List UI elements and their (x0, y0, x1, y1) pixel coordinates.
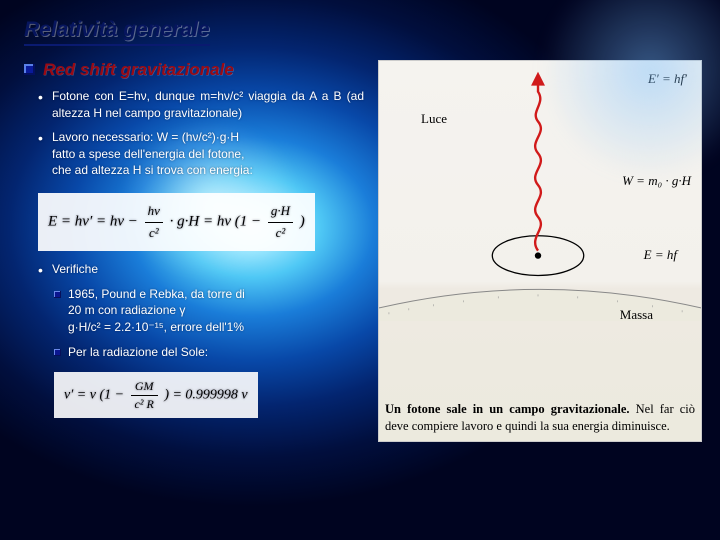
eq2-frac: GM c² R (131, 378, 158, 412)
figure-svg (379, 61, 701, 321)
equation-energy: E = hν′ = hν − hν c² · g·H = hν (1 − g·H… (38, 193, 315, 252)
bullet-work-line1: Lavoro necessario: W = (hν/c²)·g·H (52, 130, 239, 144)
eq1-rhs: ) (300, 213, 305, 229)
eq2-rhs: ) = 0.999998 ν (164, 387, 247, 402)
left-column: Fotone con E=hν, dunque m=hν/c² viaggia … (24, 88, 364, 418)
verify-pound-rebka: 1965, Pound e Rebka, da torre di 20 m co… (54, 286, 364, 336)
figure-panel: E′ = hf′ Luce W = m₀ · g·H E = hf Massa … (378, 60, 702, 442)
label-massa: Massa (620, 307, 653, 323)
bullet-work: Lavoro necessario: W = (hν/c²)·g·H fatto… (38, 129, 364, 179)
label-e: E = hf (644, 247, 677, 263)
bullet-photon: Fotone con E=hν, dunque m=hν/c² viaggia … (38, 88, 364, 121)
slide-title: Relatività generale (24, 18, 210, 46)
slide-subtitle: Red shift gravitazionale (43, 60, 234, 80)
label-luce: Luce (421, 111, 447, 127)
eq2-lhs: ν′ = ν (1 − (64, 387, 124, 402)
eq1-frac1: hν c² (145, 201, 163, 244)
figure-caption: Un fotone sale in un campo gravitazional… (385, 401, 695, 435)
verify-sun: Per la radiazione del Sole: (54, 344, 364, 361)
square-bullet-icon (24, 64, 35, 75)
caption-bold: Un fotone sale in un campo gravitazional… (385, 402, 630, 416)
eq1-lhs: E = hν′ = hν − (48, 213, 138, 229)
eq1-frac2: g·H c² (268, 201, 293, 244)
equation-sun: ν′ = ν (1 − GM c² R ) = 0.999998 ν (54, 372, 258, 418)
bullet-work-line2: fatto a spese dell'energia del fotone, (52, 147, 244, 161)
eq1-mid: · g·H = hν (1 − (170, 213, 261, 229)
bullet-verifiche: Verifiche (38, 261, 364, 278)
label-work: W = m₀ · g·H (622, 173, 691, 189)
subtitle-row: Red shift gravitazionale (24, 60, 696, 80)
bullet-work-line3: che ad altezza H si trova con energia: (52, 163, 253, 177)
label-eprime: E′ = hf′ (648, 71, 687, 87)
